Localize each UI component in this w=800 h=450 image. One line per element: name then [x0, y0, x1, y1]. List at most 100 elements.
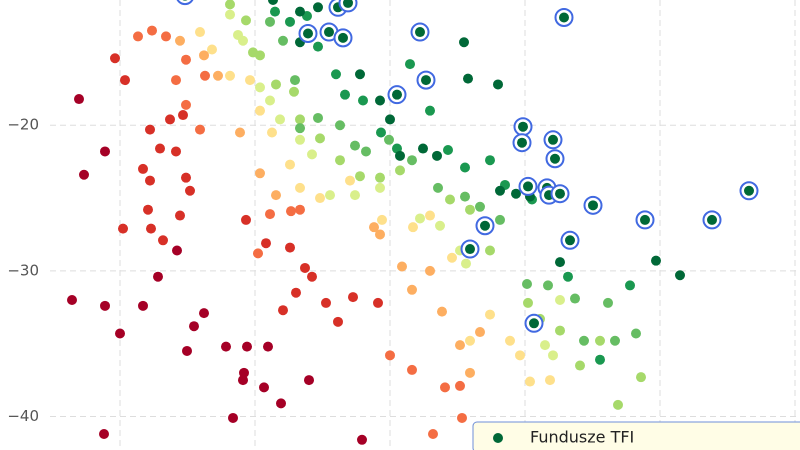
scatter-point [67, 295, 77, 305]
scatter-point [548, 134, 558, 145]
scatter-point [640, 214, 650, 225]
scatter-point [540, 340, 550, 351]
scatter-point [286, 206, 296, 217]
scatter-point [182, 0, 188, 1]
scatter-point [575, 360, 585, 371]
scatter-point [253, 248, 263, 259]
scatter-point [295, 204, 305, 215]
scatter-point [485, 155, 495, 166]
scatter-point [425, 210, 435, 221]
scatter-point [555, 188, 565, 199]
scatter-point [565, 235, 575, 246]
scatter-point [145, 124, 155, 135]
scatter-point [138, 300, 148, 311]
scatter-point [335, 155, 345, 166]
scatter-point [181, 99, 191, 110]
scatter-point [147, 25, 157, 36]
scatter-point [675, 270, 685, 281]
scatter-point [120, 75, 130, 86]
scatter-point [303, 28, 313, 39]
scatter-point [153, 271, 163, 282]
scatter-point [397, 261, 407, 272]
scatter-point [358, 95, 368, 106]
scatter-point [265, 209, 275, 220]
scatter-point [369, 222, 379, 233]
scatter-point [304, 375, 314, 386]
scatter-point [285, 16, 295, 27]
scatter-point [348, 292, 358, 303]
scatter-point [425, 265, 435, 276]
scatter-point [493, 79, 503, 90]
scatter-point [199, 50, 209, 61]
scatter-point [261, 238, 271, 249]
scatter-point [395, 150, 405, 161]
legend-marker [493, 433, 503, 443]
scatter-point [172, 245, 182, 256]
scatter-point [376, 127, 386, 138]
scatter-point [178, 110, 188, 121]
scatter-point [385, 114, 395, 125]
scatter-point [100, 300, 110, 311]
scatter-point [595, 335, 605, 346]
scatter-point [405, 59, 415, 70]
scatter-point [255, 50, 265, 61]
scatter-point [415, 213, 425, 224]
scatter-point [555, 325, 565, 336]
scatter-point [636, 372, 646, 383]
scatter-point [155, 143, 165, 154]
scatter-point [291, 287, 301, 298]
scatter-point [460, 162, 470, 173]
scatter-point [182, 345, 192, 356]
scatter-point [425, 105, 435, 116]
scatter-point [455, 380, 465, 391]
scatter-point [199, 308, 209, 319]
scatter-point [515, 350, 525, 361]
scatter-point [276, 398, 286, 409]
scatter-point [355, 171, 365, 182]
scatter-point [447, 252, 457, 263]
scatter-point [307, 149, 317, 160]
scatter-point [241, 15, 251, 26]
scatter-point [175, 35, 185, 46]
scatter-point [278, 305, 288, 316]
scatter-point [225, 70, 235, 81]
scatter-point [459, 37, 469, 48]
scatter-point [355, 69, 365, 80]
scatter-point [325, 190, 335, 201]
scatter-point [265, 95, 275, 106]
scatter-point [79, 169, 89, 180]
scatter-point [313, 2, 323, 13]
scatter-point [239, 367, 249, 378]
scatter-point [475, 327, 485, 338]
scatter-point [340, 89, 350, 100]
legend-box [472, 421, 800, 450]
scatter-point [315, 193, 325, 204]
scatter-point [185, 185, 195, 196]
scatter-point [295, 123, 305, 134]
highlight-ring [176, 0, 194, 6]
scatter-point [455, 340, 465, 351]
scatter-point [268, 0, 278, 5]
scatter-point [285, 159, 295, 170]
scatter-point [165, 114, 175, 125]
scatter-point [313, 112, 323, 123]
scatter-point [495, 214, 505, 225]
scatter-point [338, 32, 348, 43]
scatter-point [707, 214, 717, 225]
scatter-point [133, 31, 143, 42]
scatter-point [548, 350, 558, 361]
scatter-point [603, 297, 613, 308]
scatter-point [235, 127, 245, 138]
scatter-point [238, 375, 248, 386]
scatter-point [171, 146, 181, 157]
scatter-point [361, 146, 371, 157]
scatter-point [115, 328, 125, 339]
scatter-point [563, 271, 573, 282]
scatter-point [290, 75, 300, 86]
scatter-point [485, 309, 495, 320]
scatter-point [651, 255, 661, 266]
y-tick-label: −30 [7, 261, 39, 279]
scatter-point [485, 245, 495, 256]
scatter-point [275, 114, 285, 125]
scatter-point [744, 185, 754, 196]
